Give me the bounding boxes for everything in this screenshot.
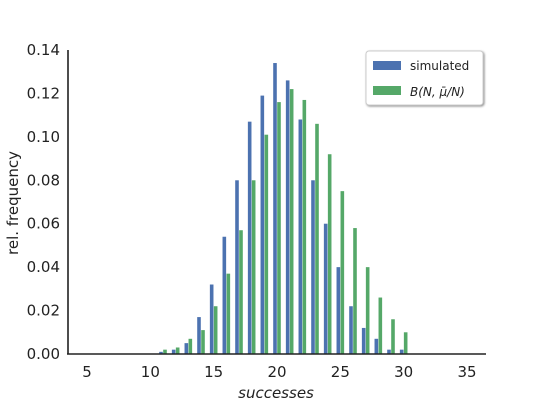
bar-simulated-23 [311, 180, 315, 354]
bar-binomial-19 [264, 134, 269, 354]
bar-simulated-21 [285, 80, 290, 355]
bar-binomial-23 [315, 123, 319, 354]
x-tick-label: 30 [394, 363, 413, 381]
x-tick-label: 15 [204, 363, 223, 381]
x-tick-label: 5 [82, 363, 92, 381]
legend-swatch-simulated [373, 61, 401, 70]
x-tick-labels: 5 10 15 20 25 30 35 [82, 363, 476, 381]
bar-simulated-19 [260, 95, 265, 354]
bar-simulated-16 [222, 236, 227, 354]
x-tick-label: 35 [457, 363, 476, 381]
y-tick-label: 0.12 [27, 84, 60, 102]
legend: simulated B(N, μ̄/N) [365, 50, 484, 106]
bar-simulated-29 [387, 349, 391, 354]
bar-simulated-13 [184, 343, 189, 354]
legend-label-binomial: B(N, μ̄/N) [410, 85, 465, 99]
bar-simulated-28 [374, 338, 379, 354]
bar-binomial-15 [213, 306, 218, 354]
bar-simulated-15 [209, 284, 214, 354]
bar-binomial-11 [163, 349, 167, 354]
legend-label-simulated: simulated [410, 59, 469, 73]
bar-simulated-27 [361, 327, 366, 354]
y-axis-label: rel. frequency [4, 151, 22, 255]
y-tick-label: 0.00 [27, 345, 60, 363]
bar-binomial-27 [365, 267, 370, 354]
bar-simulated-12 [171, 349, 176, 354]
bar-binomial-18 [251, 180, 256, 354]
bar-simulated-30 [399, 349, 404, 354]
bar-binomial-25 [340, 191, 345, 354]
y-tick-label: 0.14 [27, 41, 60, 59]
bar-simulated-25 [336, 267, 341, 354]
bar-binomial-30 [403, 332, 408, 354]
bar-binomial-24 [327, 154, 332, 354]
bar-simulated-14 [197, 317, 201, 354]
x-tick-label: 20 [267, 363, 286, 381]
bar-binomial-22 [302, 99, 307, 354]
bar-simulated-22 [298, 119, 303, 355]
bar-simulated-26 [349, 306, 353, 354]
x-tick-label: 10 [141, 363, 160, 381]
bars-group [159, 63, 408, 355]
bar-simulated-20 [273, 63, 277, 354]
y-tick-label: 0.06 [27, 215, 60, 233]
y-tick-label: 0.10 [27, 128, 60, 146]
bar-simulated-24 [323, 223, 328, 354]
bar-binomial-16 [226, 273, 231, 354]
bar-binomial-20 [277, 102, 281, 354]
legend-swatch-binomial [373, 86, 401, 95]
bar-simulated-18 [247, 121, 252, 354]
bar-binomial-21 [289, 89, 294, 354]
bar-binomial-14 [201, 330, 205, 354]
bar-simulated-17 [235, 180, 239, 354]
y-tick-label: 0.02 [27, 302, 60, 320]
bar-binomial-13 [188, 338, 193, 354]
bar-binomial-29 [391, 319, 395, 354]
bar-simulated-11 [159, 351, 163, 354]
x-axis-label: successes [238, 384, 314, 402]
y-tick-label: 0.04 [27, 258, 60, 276]
bar-binomial-26 [353, 228, 357, 354]
bar-binomial-17 [239, 230, 243, 354]
x-tick-label: 25 [331, 363, 350, 381]
y-tick-label: 0.08 [27, 171, 60, 189]
y-tick-labels: 0.00 0.02 0.04 0.06 0.08 0.10 0.12 0.14 [27, 41, 60, 363]
bar-binomial-12 [175, 347, 180, 354]
bar-binomial-28 [378, 297, 383, 354]
